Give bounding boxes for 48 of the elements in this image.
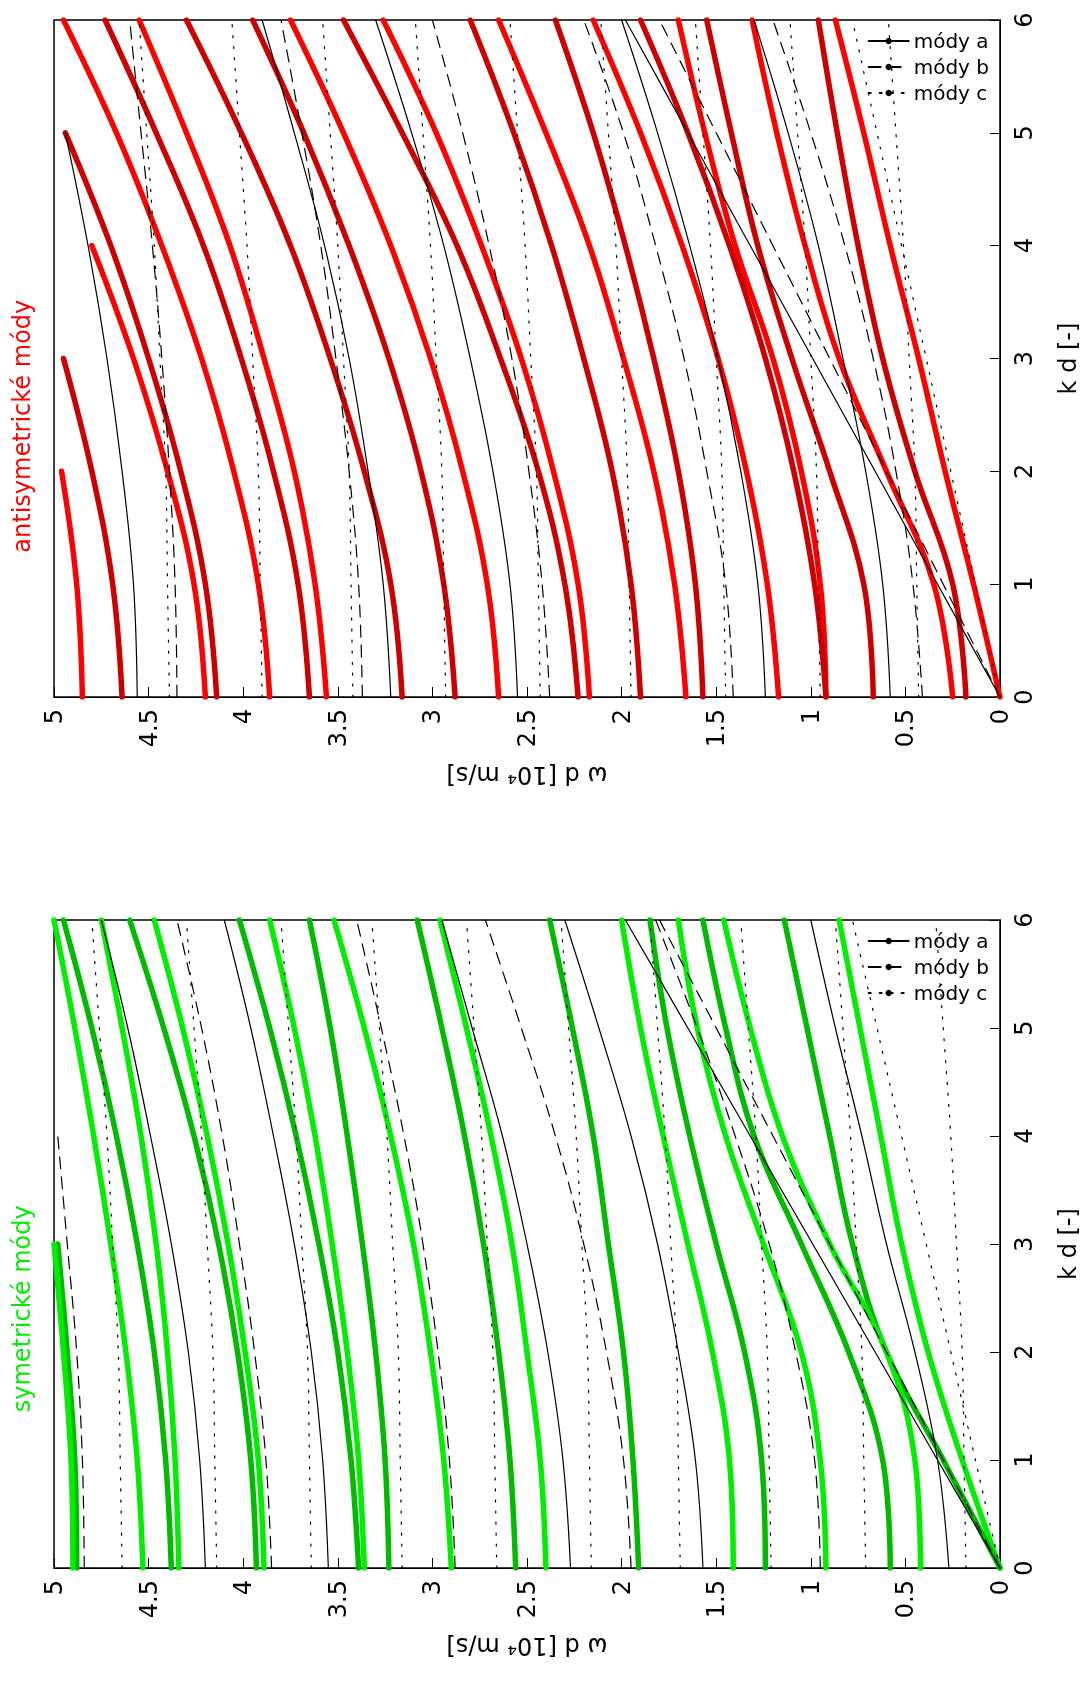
x-tick-label: 2 [607,709,636,725]
x-tick-label: 1 [796,709,825,725]
x-tick-label: 4 [229,709,258,725]
x-tick-label: 5 [40,709,68,725]
x-tick-label: 3 [418,1580,447,1596]
x-tick-label: 1.5 [702,1580,731,1619]
y-tick-label: 6 [1010,912,1038,928]
legend-label: módy b [913,55,990,79]
y-tick-label: 0 [1010,689,1038,705]
x-tick-label: 4.5 [134,709,163,748]
x-tick-label: 0.5 [891,709,920,748]
x-axis-title: ω d [10⁴ m/s] [446,761,608,789]
legend-label: módy a [913,929,989,953]
y-tick-label: 1 [1010,576,1038,592]
legend-label: módy c [913,981,988,1005]
y-tick-label: 4 [1010,1128,1038,1144]
y-tick-label: 3 [1010,350,1038,367]
x-tick-label: 4 [229,1580,258,1596]
legend-label: módy a [913,29,989,53]
x-tick-label: 2.5 [513,1580,541,1619]
y-tick-label: 6 [1010,12,1038,28]
x-tick-label: 0 [986,709,1014,725]
x-tick-label: 1.5 [702,709,731,748]
legend-label: módy b [913,955,990,979]
y-tick-label: 4 [1010,238,1038,254]
y-axis-title: k d [-] [1054,322,1082,395]
y-tick-label: 5 [1010,1020,1038,1036]
legend-label: módy c [913,81,988,105]
y-axis-title: k d [-] [1054,1208,1082,1280]
y-tick-label: 3 [1010,1236,1038,1252]
text: symetrické módy [8,1205,36,1413]
y-tick-label: 2 [1010,463,1038,479]
y-tick-label: 5 [1010,125,1038,141]
x-tick-label: 2 [607,1580,636,1596]
text: antisymetrické módy [8,299,36,553]
x-tick-label: 3 [418,709,447,725]
x-tick-label: 3.5 [323,1580,352,1619]
x-tick-label: 0.5 [891,1580,920,1619]
x-tick-label: 4.5 [134,1580,163,1619]
y-tick-label: 2 [1010,1344,1038,1360]
x-tick-label: 2.5 [513,709,541,748]
x-tick-label: 0 [986,1580,1014,1596]
x-tick-label: 1 [796,1580,825,1596]
y-tick-label: 0 [1010,1560,1038,1576]
y-tick-label: 1 [1010,1452,1038,1468]
x-axis-title: ω d [10⁴ m/s] [446,1632,608,1660]
x-tick-label: 5 [40,1580,68,1596]
x-tick-label: 3.5 [323,709,352,748]
